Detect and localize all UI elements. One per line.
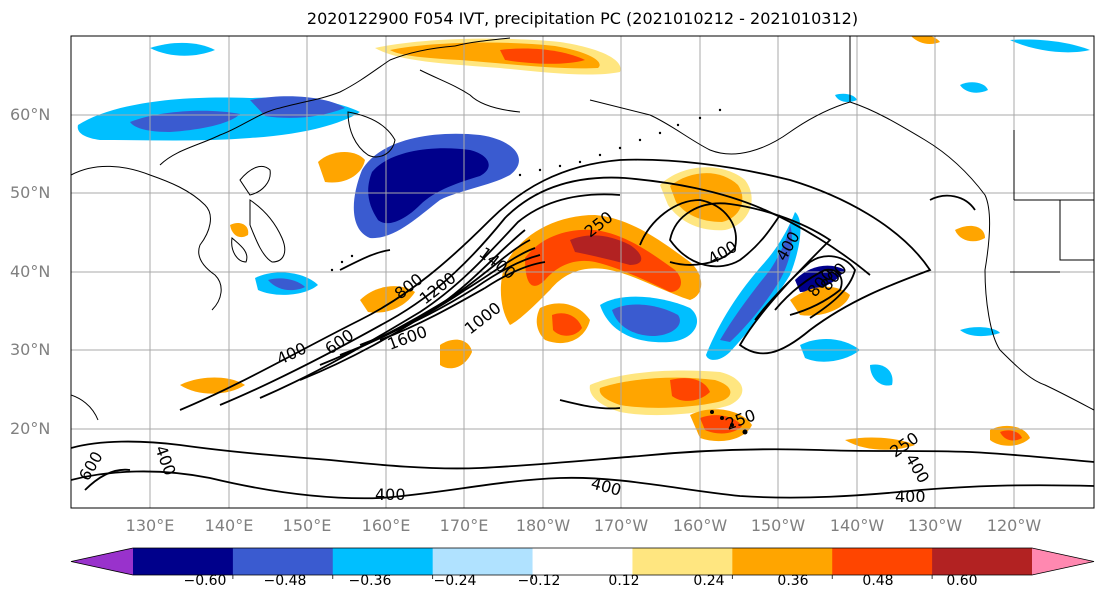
colorbar-tick-label: 0.48 — [862, 573, 894, 589]
map-panel: 1400 250 400 400 800 1200 800 600 1000 1… — [71, 36, 1094, 508]
ivt-contours — [71, 158, 1094, 500]
contour-label: 400 — [375, 485, 406, 504]
colorbar-segment — [732, 548, 833, 575]
colorbar-tick-label: −0.12 — [517, 573, 561, 589]
colorbar-tick-label: −0.36 — [348, 573, 392, 589]
lat-label-40n: 40°N — [10, 262, 51, 281]
map-frame — [70, 35, 1095, 509]
lon-label-120w: 120°W — [986, 516, 1042, 535]
lon-label-150w: 150°W — [750, 516, 806, 535]
lon-label-130e: 130°E — [125, 516, 175, 535]
graticule — [71, 36, 1094, 508]
colorbar-tick-label: 0.36 — [777, 573, 809, 589]
colorbar — [70, 547, 1095, 579]
colorbar-tick-label: 0.60 — [946, 573, 978, 589]
lon-label-180w: 180°W — [515, 516, 571, 535]
coastlines — [71, 36, 1094, 421]
colorbar-tick-label: −0.60 — [183, 573, 227, 589]
colorbar-outline — [70, 547, 1095, 576]
lat-label-60n: 60°N — [10, 105, 51, 124]
colorbar-tick-label: −0.24 — [433, 573, 477, 589]
colorbar-extend-high — [1032, 548, 1094, 575]
colorbar-segment — [532, 548, 633, 575]
colorbar-extend-low — [71, 548, 133, 575]
colorbar-segment — [832, 548, 933, 575]
lat-label-50n: 50°N — [10, 183, 51, 202]
lat-label-30n: 30°N — [10, 340, 51, 359]
lon-label-160e: 160°E — [361, 516, 411, 535]
lon-label-170e: 170°E — [439, 516, 489, 535]
colorbar-tick-label: 0.12 — [608, 573, 640, 589]
lon-label-170w: 170°W — [593, 516, 649, 535]
colorbar-segment — [332, 548, 434, 575]
colorbar-segment — [432, 548, 534, 575]
lon-label-140e: 140°E — [204, 516, 254, 535]
island-markers — [330, 108, 748, 435]
colorbar-tick-label: 0.24 — [693, 573, 725, 589]
lat-label-20n: 20°N — [10, 419, 51, 438]
colorbar-segment — [232, 548, 334, 575]
contour-label: 400 — [895, 487, 926, 506]
lon-label-160w: 160°W — [672, 516, 728, 535]
lon-label-150e: 150°E — [282, 516, 332, 535]
colorbar-segment — [133, 548, 234, 575]
chart-title: 2020122900 F054 IVT, precipitation PC (2… — [306, 9, 859, 28]
colorbar-segment — [932, 548, 1033, 575]
lon-label-130w: 130°W — [907, 516, 963, 535]
lon-label-140w: 140°W — [829, 516, 885, 535]
precip-negative-fill — [77, 39, 1090, 386]
colorbar-tick-label: −0.48 — [263, 573, 307, 589]
colorbar-segment — [632, 548, 733, 575]
